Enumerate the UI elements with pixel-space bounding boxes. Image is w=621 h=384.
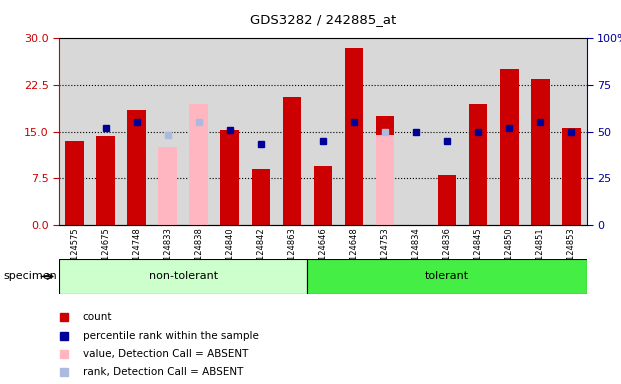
Text: non-tolerant: non-tolerant — [148, 271, 218, 281]
Bar — [469, 104, 487, 225]
Text: specimen: specimen — [3, 271, 57, 281]
Text: percentile rank within the sample: percentile rank within the sample — [83, 331, 258, 341]
Bar — [252, 169, 270, 225]
Text: GDS3282 / 242885_at: GDS3282 / 242885_at — [250, 13, 396, 26]
Bar — [562, 128, 581, 225]
Bar — [65, 141, 84, 225]
Bar — [127, 110, 146, 225]
Bar — [307, 259, 587, 294]
Bar — [531, 79, 550, 225]
Bar — [376, 116, 394, 225]
Text: rank, Detection Call = ABSENT: rank, Detection Call = ABSENT — [83, 367, 243, 377]
Text: count: count — [83, 312, 112, 322]
Bar — [158, 147, 177, 225]
Bar — [59, 259, 307, 294]
Bar — [345, 48, 363, 225]
Bar — [189, 104, 208, 225]
Bar — [314, 166, 332, 225]
Text: value, Detection Call = ABSENT: value, Detection Call = ABSENT — [83, 349, 248, 359]
Bar — [96, 136, 115, 225]
Bar — [500, 70, 519, 225]
Text: tolerant: tolerant — [425, 271, 469, 281]
Bar — [283, 98, 301, 225]
Bar — [438, 175, 456, 225]
Bar — [376, 135, 394, 225]
Bar — [220, 130, 239, 225]
